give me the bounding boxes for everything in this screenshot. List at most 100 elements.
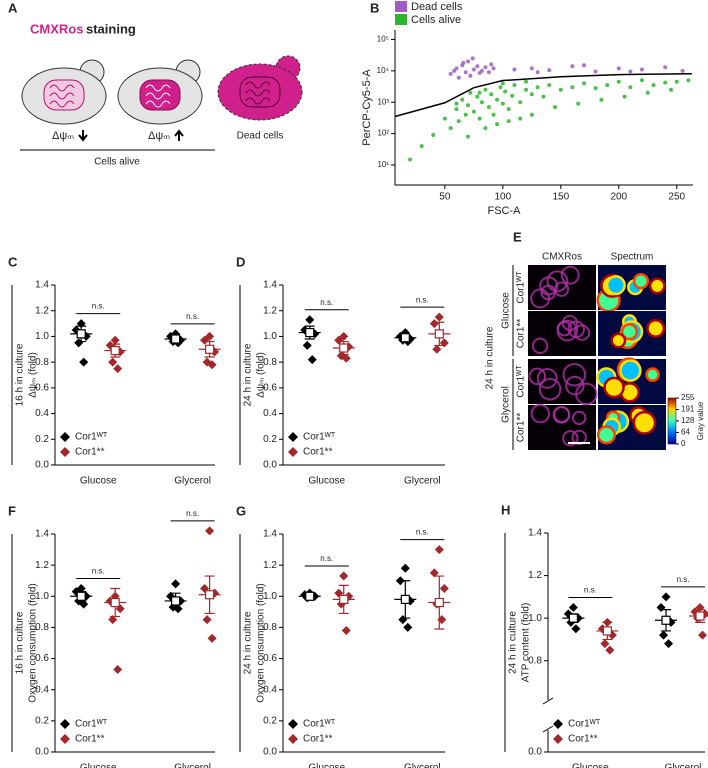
y-tick-label: 0.6 [263,653,277,664]
colorbar-tick-label: 191 [681,405,695,414]
event-dot [477,90,482,95]
significance-label: n.s. [416,528,429,537]
event-dot [518,100,523,105]
legend-label: Cor1ᵂᵀ [568,719,601,730]
group-label: Dead cells [237,131,284,142]
event-dot [479,68,484,73]
cell-stain [565,375,585,396]
significance-label: n.s. [677,575,690,584]
y-tick-label: 1.0 [35,591,49,602]
event-dot [506,107,511,112]
mean-marker [205,590,215,600]
event-dot [500,101,505,106]
y-tick-label: 0.4 [263,408,277,419]
event-dot [553,105,558,110]
cell-stain [562,430,579,447]
data-point [305,315,315,325]
y-tick-label: 0.2 [263,434,277,445]
event-dot [491,66,496,71]
legend-marker [288,734,298,744]
data-point [339,571,349,581]
event-dot [524,79,529,84]
cell-low [21,59,107,125]
mean-marker [305,591,315,601]
event-dot [651,83,656,88]
data-point [400,563,410,573]
potential-label: Δψₘ [52,130,74,142]
data-point [403,622,413,632]
data-point [113,364,123,374]
mean-marker [695,611,705,621]
event-dot [483,87,488,92]
data-point [432,344,442,354]
event-dot [468,90,473,95]
event-dot [486,105,491,110]
column-label: CMXRos [542,252,582,263]
mean-marker [305,327,315,338]
panel-letter: G [236,503,246,518]
event-dot [454,101,459,106]
event-dot [479,100,484,105]
data-point [108,357,118,367]
x-tick-label: Glucose [80,476,117,487]
mean-marker [434,597,444,608]
y-tick-label: 0.8 [528,655,542,666]
legend-label: Cor1** [303,734,333,745]
y-tick-label: 0.2 [263,715,277,726]
data-point [307,355,317,365]
legend-label: Cor1** [75,447,105,458]
row-label: 16 h in culture [15,611,26,674]
cell-stain [560,265,580,285]
significance-label: n.s. [186,509,199,518]
y-tick-label: 1.4 [35,280,49,291]
data-point [79,599,89,609]
data-point [205,526,215,536]
legend-marker [288,447,298,457]
y-tick-label: 0.4 [35,408,49,419]
significance-label: n.s. [584,586,597,595]
significance-label: n.s. [92,302,105,311]
cell-stain [546,270,569,293]
data-point [429,568,439,578]
event-dot [456,75,461,80]
panel-letter: C [8,254,18,269]
cmxros-image [528,359,596,404]
x-tick-label: 200 [610,192,627,203]
significance-label: n.s. [320,298,333,307]
cell-spectrum [610,332,627,349]
colorbar-tick-label: 255 [681,393,695,402]
event-dot [489,62,494,67]
panel-a: A CMXRos staining Δψₘ Δψₘ Cells alive De… [8,0,303,168]
mean-marker [171,334,181,344]
event-dot [518,116,523,121]
y-tick-label: 1.2 [263,305,277,316]
event-dot [475,94,480,99]
row-label: 24 h in culture [485,326,496,389]
row-label: 24 h in culture [508,611,519,674]
event-dot [454,107,459,112]
event-dot [463,70,468,75]
x-tick-label: Glucose [308,763,345,768]
mean-marker [602,626,612,636]
y-tick-label: 0.6 [35,653,49,664]
event-dot [408,157,413,162]
y-tick-label: 0.0 [263,460,277,471]
event-dot [456,119,461,124]
y-tick-label: 1.0 [263,331,277,342]
mean-marker [171,596,181,606]
panel-letter: E [513,229,522,244]
event-dot [663,80,668,85]
y-tick-label: 1.4 [263,280,277,291]
y-tick-label: 1.2 [263,560,277,571]
stain-title: staining [86,21,136,36]
data-point [434,545,444,555]
event-dot [541,94,546,99]
data-point [568,603,578,612]
cell-dead [217,55,303,121]
cell-stain [571,429,587,446]
event-dot [529,92,534,97]
event-dot [510,93,515,98]
cell-stain [540,284,557,301]
cell-spectrum [632,273,650,290]
